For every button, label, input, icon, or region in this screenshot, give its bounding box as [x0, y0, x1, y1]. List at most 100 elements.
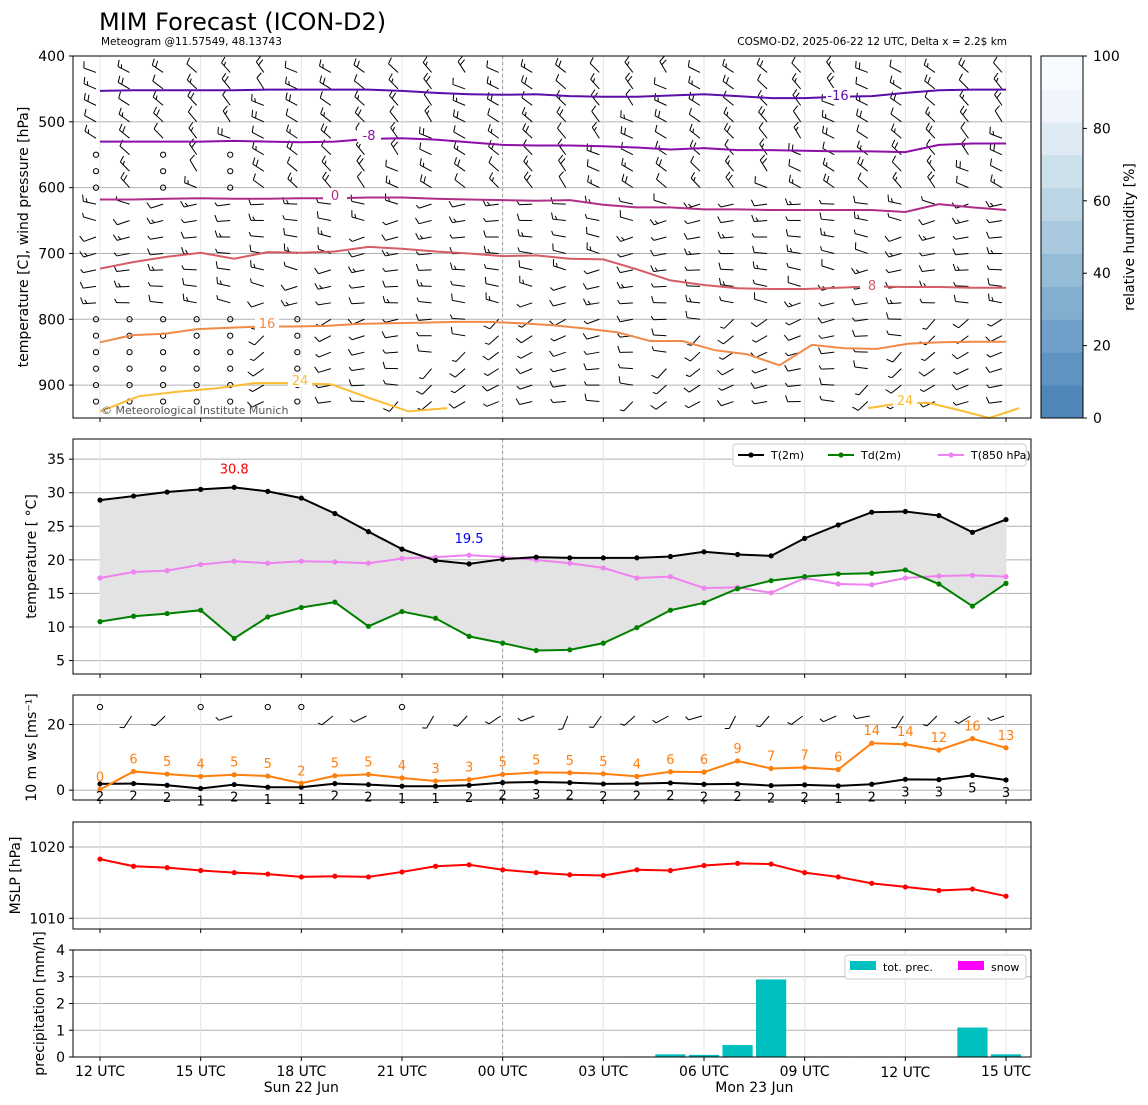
wind-barb	[381, 234, 399, 241]
barb-flag	[487, 124, 491, 131]
barb-flag	[453, 125, 456, 133]
series-point	[802, 535, 808, 541]
barb-staff	[854, 302, 868, 306]
barb-staff	[384, 285, 399, 288]
barb-staff	[217, 267, 231, 271]
barb-staff	[222, 94, 231, 106]
mean-wind-label: 2	[129, 790, 137, 805]
barb-flag	[826, 56, 832, 63]
barb-staff	[959, 95, 969, 106]
barb-flag	[486, 76, 489, 84]
barb-flag	[354, 213, 357, 219]
barb-staff	[558, 160, 567, 172]
barb-flag	[884, 251, 890, 258]
wind-barb	[823, 173, 835, 189]
barb-staff	[793, 126, 802, 139]
barb-flag	[389, 105, 395, 112]
barb-staff	[83, 236, 97, 242]
wind-barb	[591, 105, 600, 123]
barb-flag	[180, 200, 185, 208]
barb-flag	[354, 90, 359, 97]
mean-wind-label: 2	[364, 791, 372, 806]
series-point	[969, 529, 976, 535]
barb-staff	[454, 179, 466, 189]
wind-barb	[83, 92, 97, 106]
barb-staff	[754, 203, 768, 207]
wind-barb	[419, 368, 432, 380]
barb-staff	[688, 82, 701, 90]
wind-barb	[516, 200, 533, 206]
barb-flag	[348, 238, 353, 242]
colorbar-segment	[1041, 88, 1083, 123]
barb-flag	[286, 156, 291, 164]
barb-staff	[990, 318, 1003, 327]
gust-point	[432, 778, 439, 784]
series-point	[265, 488, 271, 494]
barb-flag	[718, 387, 722, 391]
barb-staff	[521, 113, 533, 123]
barb-flag	[619, 409, 624, 412]
barb-flag	[522, 279, 525, 284]
wind-barb	[685, 310, 701, 320]
barb-staff	[84, 99, 97, 106]
time-tick-label: 15 UTC	[981, 1064, 1031, 1080]
wind-barb	[952, 401, 969, 406]
y-tick-label: 10	[47, 620, 65, 636]
profile-background	[73, 56, 1031, 418]
y-tick-label: 25	[47, 519, 65, 535]
wind-barb	[750, 382, 768, 389]
barb-staff	[687, 203, 701, 209]
wind-barb	[649, 218, 667, 226]
barb-flag	[419, 235, 424, 239]
barb-flag	[117, 235, 122, 240]
barb-staff	[284, 302, 298, 307]
mean-wind-label: 2	[633, 790, 641, 805]
wind-barb	[118, 91, 130, 106]
barb-flag	[347, 251, 353, 258]
day-label: Sun 22 Jun	[264, 1080, 339, 1096]
barb-flag	[286, 124, 290, 132]
wind-barb	[616, 315, 633, 323]
barb-staff	[821, 218, 835, 222]
colorbar-tick-label: 60	[1093, 194, 1111, 210]
wind-barb	[922, 318, 936, 330]
gust-point	[231, 772, 237, 778]
barb-flag	[587, 300, 591, 305]
barb-staff	[322, 177, 332, 188]
barb-flag	[520, 59, 524, 66]
barb-staff	[855, 99, 869, 106]
wind-barb	[381, 249, 399, 257]
wind-barb	[214, 230, 231, 238]
wind-barb	[152, 90, 164, 106]
wind-barb	[248, 384, 265, 393]
barb-flag	[388, 57, 392, 64]
barb-flag	[521, 232, 524, 237]
barb-staff	[989, 133, 1003, 139]
barb-flag	[314, 336, 320, 342]
wind-barb	[416, 331, 432, 337]
wind-barb	[555, 73, 567, 90]
barb-staff	[787, 368, 801, 372]
mslp-point	[164, 865, 170, 871]
barb-flag	[348, 379, 352, 386]
wind-barb	[321, 155, 332, 172]
mean-wind-point	[701, 781, 707, 787]
barb-flag	[885, 312, 889, 320]
barb-flag	[583, 363, 587, 370]
series-point	[734, 586, 741, 592]
barb-flag	[885, 297, 889, 304]
wind-barb	[586, 226, 600, 238]
wind-barb	[590, 73, 600, 90]
barb-flag	[859, 110, 862, 118]
barb-flag	[348, 366, 352, 371]
wind-barb	[348, 335, 365, 341]
barb-flag	[388, 73, 393, 80]
wind-barb	[924, 74, 936, 90]
barb-flag	[252, 141, 255, 149]
barb-staff	[422, 368, 432, 379]
wind-barb	[84, 108, 97, 123]
barb-staff	[994, 94, 1003, 106]
barb-flag	[357, 95, 360, 100]
barb-flag	[726, 125, 731, 133]
barb-flag	[152, 74, 156, 82]
